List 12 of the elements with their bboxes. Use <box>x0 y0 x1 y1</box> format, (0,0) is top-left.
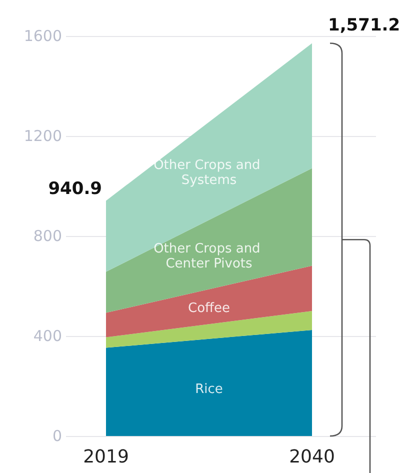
y-tick-label: 0 <box>52 427 62 445</box>
y-tick-label: 400 <box>33 327 62 345</box>
y-tick-label: 800 <box>33 227 62 245</box>
x-tick-label: 2019 <box>83 446 129 468</box>
y-tick-label: 1600 <box>24 27 62 45</box>
series-label: Coffee <box>188 301 230 316</box>
total-label: 1,571.2 <box>328 15 400 36</box>
series-label: Other Crops and Center Pivots <box>154 242 264 272</box>
y-tick-label: 1200 <box>24 127 62 145</box>
x-tick-label: 2040 <box>289 446 335 468</box>
series-label: Rice <box>195 382 223 397</box>
total-label: 940.9 <box>48 178 102 199</box>
